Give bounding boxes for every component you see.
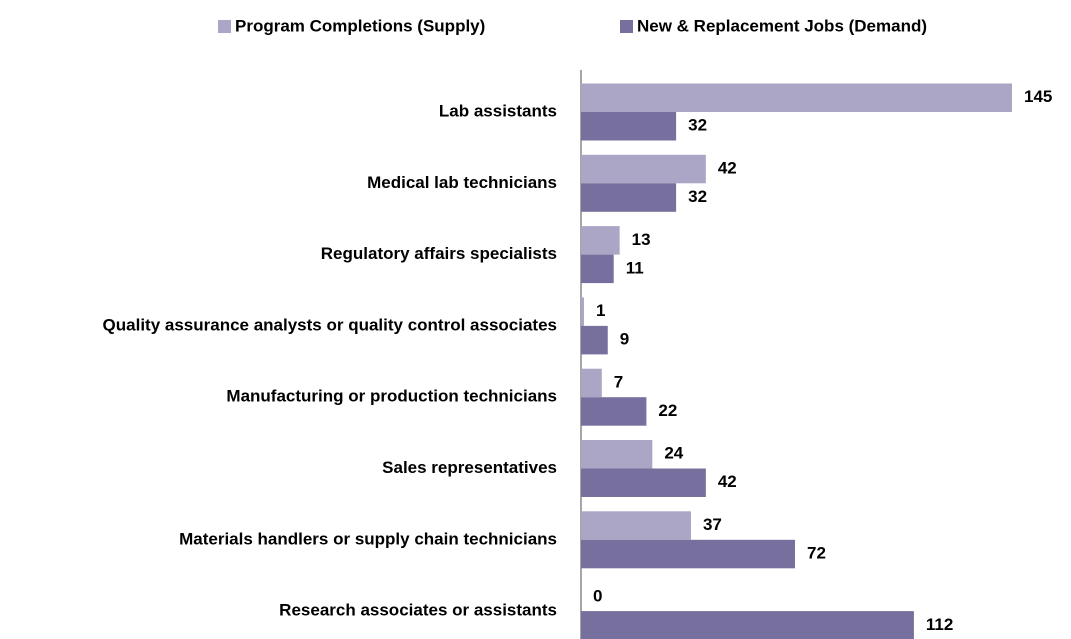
y-tick-label: Manufacturing or production technicians <box>226 387 557 406</box>
y-tick-label: Materials handlers or supply chain techn… <box>179 529 557 548</box>
bar <box>581 254 614 284</box>
data-label: 24 <box>664 444 683 463</box>
bar <box>581 183 677 212</box>
data-label: 32 <box>688 116 707 135</box>
bar <box>581 112 677 141</box>
bar <box>581 154 706 184</box>
data-label: 22 <box>658 401 677 420</box>
bar <box>581 397 647 426</box>
legend-label: New & Replacement Jobs (Demand) <box>637 16 927 35</box>
y-tick-label: Sales representatives <box>382 458 557 477</box>
data-label: 9 <box>620 330 629 349</box>
data-label: 37 <box>703 515 722 534</box>
data-label: 1 <box>596 301 605 320</box>
bar <box>581 611 914 639</box>
data-label: 7 <box>614 372 623 391</box>
data-label: 42 <box>718 472 737 491</box>
bar <box>581 325 608 355</box>
data-label: 0 <box>593 586 602 605</box>
y-tick-label: Regulatory affairs specialists <box>321 244 557 263</box>
data-label: 145 <box>1024 87 1052 106</box>
data-label: 13 <box>632 230 651 249</box>
bar <box>581 440 653 469</box>
bar <box>581 539 796 569</box>
bar <box>581 297 584 326</box>
data-label: 32 <box>688 187 707 206</box>
y-tick-label: Research associates or assistants <box>279 601 557 620</box>
legend-label: Program Completions (Supply) <box>235 16 485 35</box>
data-label: 112 <box>926 615 953 634</box>
bar <box>581 83 1012 112</box>
bar <box>581 226 620 255</box>
bar <box>581 468 706 497</box>
y-tick-label: Medical lab technicians <box>367 173 557 192</box>
data-label: 72 <box>807 544 826 563</box>
legend-swatch <box>218 20 231 33</box>
bar <box>581 368 602 398</box>
bar <box>581 511 691 540</box>
y-tick-label: Lab assistants <box>439 101 557 120</box>
data-label: 11 <box>626 258 644 277</box>
legend-swatch <box>620 20 633 33</box>
data-label: 42 <box>718 159 737 178</box>
y-tick-label: Quality assurance analysts or quality co… <box>103 315 557 334</box>
